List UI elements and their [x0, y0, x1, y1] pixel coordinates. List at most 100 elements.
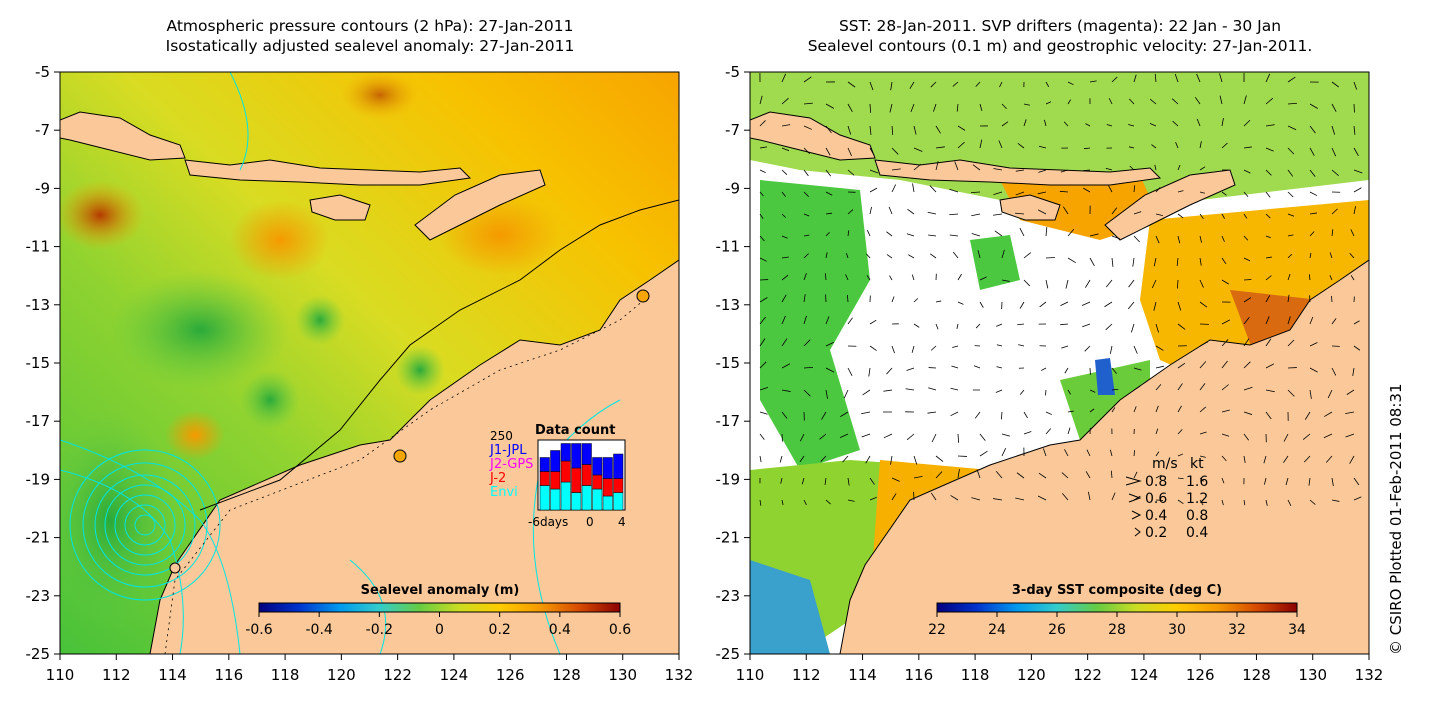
velocity-vector: [1171, 98, 1179, 105]
inset-title: Data count: [535, 423, 615, 438]
left-colorbar-tick-label: -0.4: [306, 622, 333, 638]
velocity-vector: [1015, 212, 1025, 215]
velocity-vector: [971, 213, 981, 217]
velocity-vector: [1089, 257, 1095, 267]
velocity-vector: [1243, 411, 1253, 415]
velocity-vector: [1309, 342, 1318, 347]
velocity-vector: [1287, 253, 1293, 259]
velocity-vector: [869, 81, 874, 91]
velocity-vector: [1346, 389, 1355, 395]
velocity-vector: [1128, 124, 1135, 127]
velocity-vector: [1089, 233, 1099, 237]
velocity-vector: [1221, 477, 1225, 484]
velocity-vector: [1302, 433, 1311, 440]
right-colorbar-tick-label: 24: [988, 622, 1006, 638]
right-title-line1: SST: 28-Jan-2011. SVP drifters (magenta)…: [838, 17, 1282, 35]
velocity-vector: [1111, 407, 1116, 413]
velocity-vector: [803, 339, 811, 347]
velocity-vector: [1327, 389, 1333, 399]
velocity-vector: [1221, 455, 1227, 462]
left-lat-label: -17: [26, 412, 51, 430]
velocity-vector: [1331, 169, 1339, 176]
velocity-vector: [1331, 367, 1337, 376]
velocity-vector: [911, 274, 915, 281]
velocity-vector: [1309, 316, 1314, 325]
velocity-vector: [1345, 433, 1355, 438]
velocity-vector: [1001, 103, 1007, 110]
velocity-vector: [1177, 453, 1184, 457]
velocity-vector: [1221, 235, 1225, 242]
velocity-vector: [1243, 119, 1251, 127]
velocity-vector: [1353, 320, 1360, 325]
velocity-vector: [950, 387, 959, 391]
velocity-vector: [891, 296, 895, 303]
velocity-vector: [1045, 101, 1052, 105]
velocity-vector: [1221, 319, 1231, 325]
right-lat-label: -11: [716, 238, 741, 256]
velocity-vector: [928, 234, 937, 237]
velocity-vector: [972, 164, 981, 171]
velocity-vector: [1350, 229, 1355, 237]
velocity-vector: [781, 338, 788, 347]
velocity-vector: [1221, 191, 1227, 196]
velocity-vector: [1127, 301, 1135, 310]
inset-bar-segment: [571, 492, 582, 511]
velocity-vector: [949, 234, 959, 237]
velocity-vector: [781, 294, 787, 303]
right-lat-label: -25: [716, 645, 741, 663]
velocity-vector: [1044, 119, 1047, 127]
left-lon-label: 114: [158, 666, 187, 684]
velocity-vector: [1304, 411, 1311, 420]
left-lon-label: 112: [102, 666, 131, 684]
velocity-vector: [1287, 234, 1294, 237]
velocity-vector: [1083, 187, 1091, 193]
inset-legend-entry: Envi: [490, 485, 518, 500]
velocity-vector: [846, 294, 849, 303]
velocity-vector: [1037, 209, 1047, 215]
velocity-vector: [1329, 275, 1333, 281]
velocity-vector: [1221, 360, 1228, 369]
left-colorbar-tick-label: 0.6: [609, 622, 631, 638]
velocity-vector: [1109, 345, 1113, 354]
velocity-vector: [1353, 206, 1356, 215]
velocity-vector: [1176, 257, 1179, 267]
velocity-vector: [842, 455, 849, 463]
velocity-vector: [995, 389, 1003, 393]
velocity-vector: [1309, 252, 1312, 259]
velocity-vector: [1323, 433, 1333, 439]
left-lat-label: -21: [26, 529, 51, 547]
velocity-vector: [957, 125, 966, 131]
velocity-vector: [883, 433, 893, 439]
velocity-vector: [869, 169, 879, 174]
velocity-vector: [1309, 169, 1316, 177]
inset-bar-segment: [592, 457, 603, 476]
right-colorbar-tick-label: 30: [1168, 622, 1186, 638]
left-panel-title: Atmospheric pressure contours (2 hPa): 2…: [60, 16, 680, 56]
velocity-vector: [1023, 431, 1032, 435]
velocity-vector: [847, 125, 852, 135]
velocity-vector: [1017, 143, 1025, 149]
velocity-vector: [1199, 406, 1207, 413]
velocity-vector: [890, 455, 893, 465]
velocity-vector: [803, 234, 810, 237]
velocity-vector: [1353, 125, 1356, 135]
velocity-vector: [1287, 191, 1294, 198]
velocity-vector: [1199, 235, 1202, 243]
velocity-vector: [1265, 235, 1271, 239]
velocity-vector: [949, 213, 959, 216]
velocity-vector: [1309, 499, 1316, 505]
velocity-vector: [930, 492, 937, 501]
velocity-vector: [1353, 187, 1362, 193]
speed-legend-kt: 1.6: [1186, 474, 1208, 490]
velocity-vector: [1001, 279, 1010, 282]
velocity-vector: [1265, 389, 1275, 393]
right-colorbar-label: 3-day SST composite (deg C): [1012, 583, 1222, 598]
velocity-vector: [1082, 323, 1091, 328]
velocity-vector: [1085, 123, 1091, 127]
left-colorbar-tick-label: -0.2: [366, 622, 393, 638]
speed-legend-kt-header: kt: [1190, 456, 1204, 472]
velocity-vector: [1243, 191, 1249, 197]
left-anomaly-patches: [60, 72, 560, 630]
velocity-vector: [1287, 76, 1296, 83]
